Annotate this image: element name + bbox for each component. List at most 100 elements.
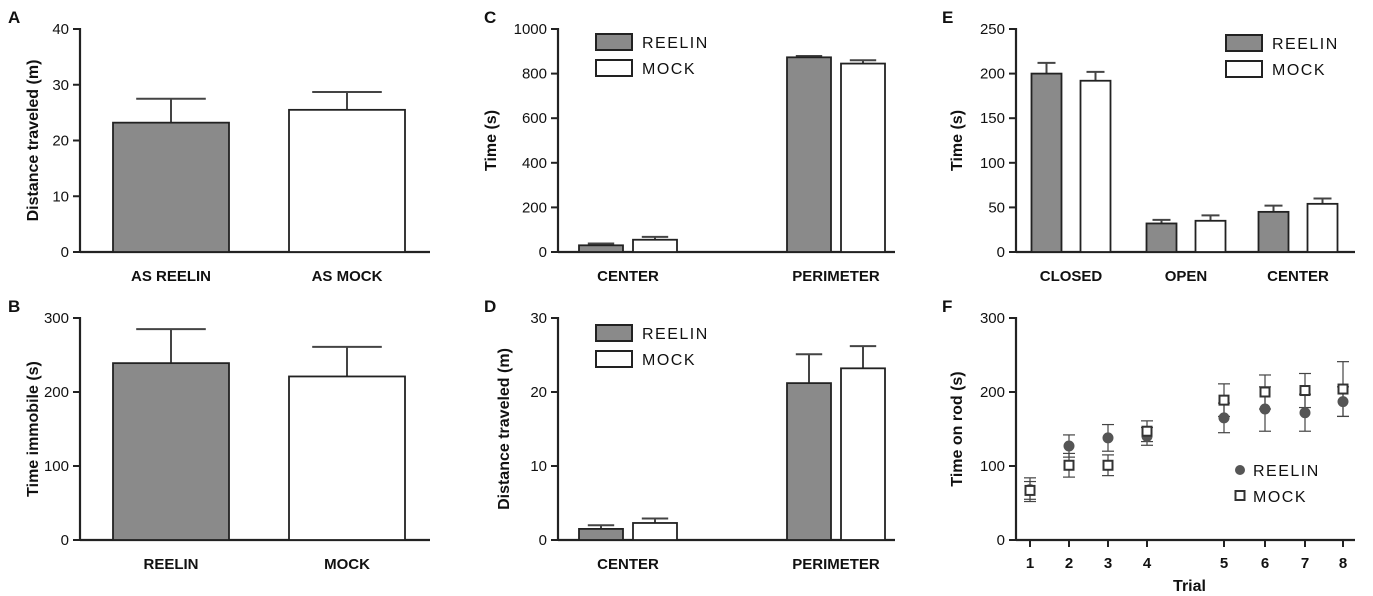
x-tick-label: MOCK (324, 556, 370, 573)
legend-reelin-swatch (595, 33, 633, 51)
panel-letter: F (942, 297, 952, 316)
x-tick-label: 6 (1261, 555, 1269, 572)
x-tick-label: CLOSED (1040, 268, 1103, 285)
panel-letter: E (942, 8, 953, 27)
legend-reelin-label: REELIN (1253, 463, 1320, 480)
bar (578, 528, 624, 541)
bar (632, 522, 678, 541)
x-tick-label: CENTER (597, 556, 659, 573)
x-tick-label: 4 (1143, 555, 1152, 572)
y-tick-label: 0 (997, 532, 1005, 549)
bar (786, 56, 832, 253)
y-tick-label: 200 (44, 384, 69, 401)
legend-reelin-swatch (595, 324, 633, 342)
y-tick-label: 1000 (514, 21, 547, 38)
y-axis-label: Distance traveled (m) (496, 348, 513, 510)
legend-mock-label: MOCK (642, 61, 696, 78)
panel-letter: D (484, 297, 496, 316)
bar (288, 108, 406, 253)
y-tick-label: 10 (530, 458, 547, 475)
point-mock (1024, 484, 1036, 496)
y-tick-label: 0 (997, 244, 1005, 261)
y-tick-label: 30 (530, 310, 547, 327)
point-mock (1141, 425, 1153, 437)
bar (112, 362, 230, 541)
panel-letter: B (8, 297, 20, 316)
x-tick-label: AS MOCK (312, 268, 383, 285)
y-tick-label: 20 (52, 133, 69, 150)
y-axis-label: Time immobile (s) (25, 361, 42, 497)
panel-e: 0 50 100 150 200 250 Time (s) E CLOSED OPEN CENTER… (942, 8, 1355, 285)
legend-mock-swatch (595, 59, 633, 77)
bar (578, 244, 624, 253)
y-tick-label: 250 (980, 21, 1005, 38)
panel-a: 0 10 20 30 40 Distance traveled (m) A AS REELIN… (8, 8, 430, 285)
y-tick-label: 0 (539, 244, 547, 261)
y-axis-label: Distance traveled (m) (25, 60, 42, 222)
panel-b: 0 100 200 300 Time immobile (s) B REELIN MOCK (8, 297, 430, 573)
point-mock (1063, 459, 1075, 471)
y-tick-label: 30 (52, 77, 69, 94)
bar (1079, 79, 1112, 253)
point-reelin (1259, 403, 1271, 415)
point-reelin (1218, 412, 1230, 424)
y-tick-label: 800 (522, 66, 547, 83)
panel-d: 0 10 20 30 Distance traveled (m) D CENTER PERIM… (484, 297, 895, 573)
x-tick-label: 7 (1301, 555, 1309, 572)
x-tick-label: 2 (1065, 555, 1073, 572)
panel-c: 0 200 400 600 800 1000 Time (s) C CENTER PERIMETE… (483, 8, 895, 285)
legend-reelin-label: REELIN (642, 326, 709, 343)
x-tick-label: CENTER (597, 268, 659, 285)
panel-f: 0 100 200 300 Time on rod (s) F 1 2 3 4 5 6 7 8 Trial R… (942, 297, 1355, 595)
y-tick-label: 300 (980, 310, 1005, 327)
legend-reelin-label: REELIN (642, 35, 709, 52)
legend-mock-marker (1234, 490, 1246, 501)
x-tick-label: REELIN (143, 556, 198, 573)
y-axis-label: Time (s) (483, 110, 500, 171)
point-mock (1299, 385, 1311, 397)
x-tick-label: PERIMETER (792, 268, 880, 285)
bar (786, 382, 832, 541)
bar (1257, 210, 1290, 253)
legend-reelin-label: REELIN (1272, 36, 1339, 53)
bar (632, 238, 678, 253)
x-tick-label: AS REELIN (131, 268, 211, 285)
y-tick-label: 100 (980, 155, 1005, 172)
bar (1030, 72, 1063, 253)
y-tick-label: 200 (522, 199, 547, 216)
y-tick-label: 100 (980, 458, 1005, 475)
x-tick-label: 1 (1026, 555, 1034, 572)
y-tick-label: 0 (61, 244, 69, 261)
x-tick-label: 3 (1104, 555, 1112, 572)
point-mock (1218, 394, 1230, 406)
y-tick-label: 150 (980, 110, 1005, 127)
y-tick-label: 50 (988, 199, 1005, 216)
y-tick-label: 200 (980, 66, 1005, 83)
point-mock (1259, 386, 1271, 398)
point-reelin (1337, 396, 1349, 408)
point-mock (1337, 383, 1349, 395)
y-tick-label: 20 (530, 384, 547, 401)
bar (1194, 219, 1227, 253)
y-tick-label: 40 (52, 21, 69, 38)
legend-mock-swatch (595, 350, 633, 368)
y-tick-label: 600 (522, 110, 547, 127)
legend-reelin-swatch (1225, 34, 1263, 52)
bar (288, 375, 406, 541)
bar (112, 121, 230, 253)
point-reelin (1299, 407, 1311, 419)
x-tick-label: 8 (1339, 555, 1347, 572)
point-reelin (1063, 440, 1075, 452)
y-tick-label: 100 (44, 458, 69, 475)
point-reelin (1102, 432, 1114, 444)
x-tick-label: 5 (1220, 555, 1228, 572)
bar (1306, 202, 1339, 253)
y-tick-label: 10 (52, 188, 69, 205)
x-tick-label: CENTER (1267, 268, 1329, 285)
legend-mock-label: MOCK (1272, 62, 1326, 79)
panel-letter: A (8, 8, 20, 27)
panel-letter: C (484, 8, 496, 27)
legend-mock-swatch (1225, 60, 1263, 78)
bar (840, 367, 886, 541)
